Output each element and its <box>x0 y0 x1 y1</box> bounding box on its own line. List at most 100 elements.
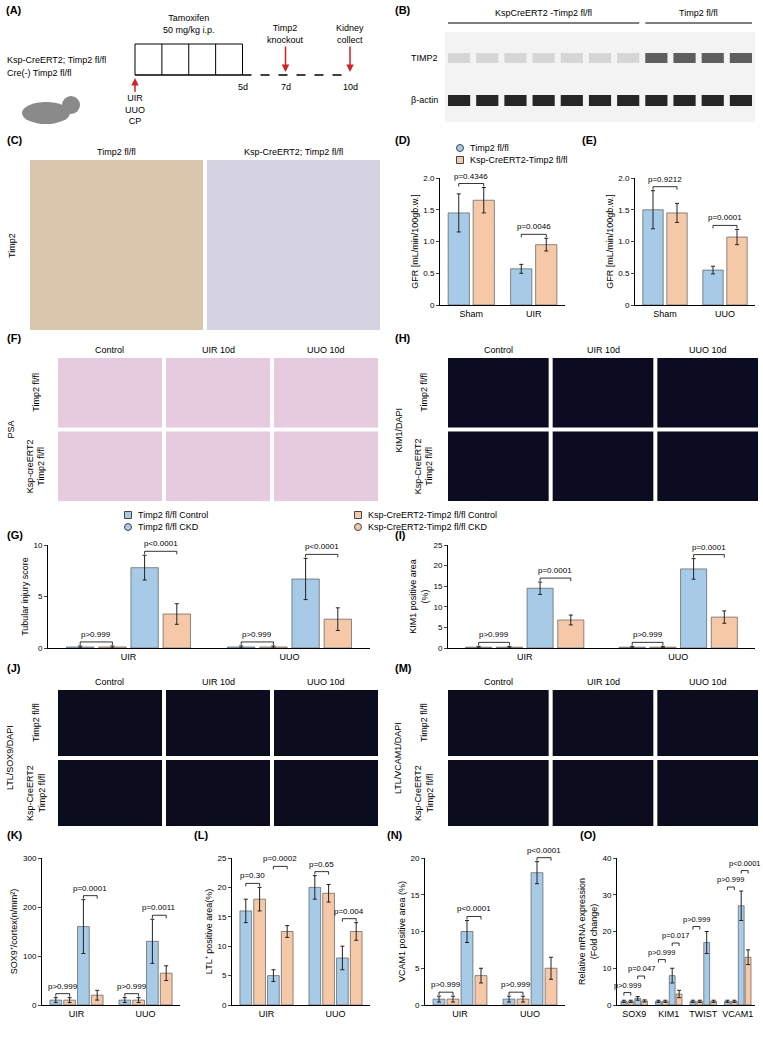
svg-text:40: 40 <box>602 854 611 863</box>
svg-text:5d: 5d <box>238 82 248 92</box>
svg-text:(C): (C) <box>7 134 23 146</box>
svg-text:1.0: 1.0 <box>423 237 435 246</box>
svg-text:UIR 10d: UIR 10d <box>202 345 235 355</box>
svg-text:UUO: UUO <box>136 1009 156 1019</box>
svg-text:10d: 10d <box>343 82 358 92</box>
svg-text:Timp2: Timp2 <box>7 233 17 258</box>
svg-text:p=0.65: p=0.65 <box>309 860 334 869</box>
svg-text:Control: Control <box>95 345 124 355</box>
svg-text:p=0.30: p=0.30 <box>240 871 265 880</box>
svg-text:0: 0 <box>625 301 630 310</box>
svg-text:Ksp-CreERT2; Timp2 fl/fl: Ksp-CreERT2; Timp2 fl/fl <box>7 55 106 65</box>
svg-text:1.5: 1.5 <box>423 206 435 215</box>
svg-text:1.0: 1.0 <box>618 237 630 246</box>
svg-text:Sham: Sham <box>459 309 483 319</box>
svg-text:p>0.999: p>0.999 <box>431 980 461 989</box>
svg-text:UIRUUOCP: UIRUUOCP <box>125 93 145 126</box>
svg-text:p=0.9212: p=0.9212 <box>648 175 682 184</box>
svg-text:Control: Control <box>484 677 513 687</box>
svg-text:0: 0 <box>415 1001 420 1010</box>
svg-text:Timp2 fl/fl: Timp2 fl/fl <box>31 373 41 412</box>
svg-text:p>0.999: p>0.999 <box>614 981 641 990</box>
svg-text:UUO: UUO <box>715 309 735 319</box>
svg-text:p>0.999: p>0.999 <box>717 875 744 884</box>
svg-text:p=0.047: p=0.047 <box>628 964 655 973</box>
svg-text:p>0.999: p>0.999 <box>479 630 509 639</box>
svg-text:100: 100 <box>23 952 37 961</box>
svg-text:(O): (O) <box>580 829 596 841</box>
svg-text:Timp2knockout: Timp2knockout <box>267 23 304 45</box>
svg-text:(E): (E) <box>582 134 597 146</box>
svg-text:UIR 10d: UIR 10d <box>587 677 620 687</box>
svg-text:p>0.999: p>0.999 <box>648 948 675 957</box>
svg-text:p=0.0001: p=0.0001 <box>538 566 572 575</box>
svg-text:2.0: 2.0 <box>423 174 435 183</box>
svg-text:(L): (L) <box>194 829 208 841</box>
svg-text:KIM1 positive area(%): KIM1 positive area(%) <box>408 559 430 634</box>
svg-text:TIMP2: TIMP2 <box>411 53 438 63</box>
svg-text:Ksp-CreERT2-Timp2 fl/fl Contro: Ksp-CreERT2-Timp2 fl/fl Control <box>368 510 497 520</box>
svg-text:200: 200 <box>23 903 37 912</box>
svg-text:0: 0 <box>38 644 43 653</box>
svg-text:p>0.999: p>0.999 <box>48 982 78 991</box>
svg-text:Timp2 fl/fl: Timp2 fl/fl <box>31 703 41 742</box>
svg-text:p<0.0001: p<0.0001 <box>144 539 178 548</box>
svg-text:10: 10 <box>410 927 419 936</box>
svg-text:p>0.999: p>0.999 <box>242 630 272 639</box>
svg-text:p<0.0001: p<0.0001 <box>729 859 761 868</box>
svg-text:p=0.0001: p=0.0001 <box>73 884 107 893</box>
svg-text:10: 10 <box>33 541 42 550</box>
svg-text:UIR: UIR <box>69 1009 85 1019</box>
svg-text:15: 15 <box>433 582 442 591</box>
svg-text:SOX9⁺/cortex(n/mm²): SOX9⁺/cortex(n/mm²) <box>9 889 19 975</box>
svg-text:10: 10 <box>217 942 226 951</box>
svg-text:20: 20 <box>217 883 226 892</box>
svg-text:Ksp-CreERT2-Timp2 fl/fl CKD: Ksp-CreERT2-Timp2 fl/fl CKD <box>368 522 488 532</box>
svg-text:KspCreERT2 -Timp2 fl/fl: KspCreERT2 -Timp2 fl/fl <box>495 8 592 18</box>
svg-text:Control: Control <box>484 345 513 355</box>
svg-text:UUO: UUO <box>280 652 300 662</box>
svg-text:(D): (D) <box>395 134 411 146</box>
svg-text:Timp2 fl/fl Control: Timp2 fl/fl Control <box>138 510 208 520</box>
svg-text:Ksp-CreERT2-Timp2 fl/fl: Ksp-CreERT2-Timp2 fl/fl <box>470 155 568 165</box>
svg-text:30: 30 <box>602 891 611 900</box>
svg-text:p=0.017: p=0.017 <box>662 931 689 940</box>
svg-text:(G): (G) <box>7 529 23 541</box>
svg-text:0.5: 0.5 <box>423 269 435 278</box>
svg-text:25: 25 <box>217 854 226 863</box>
svg-text:0: 0 <box>32 1001 37 1010</box>
svg-text:20: 20 <box>602 927 611 936</box>
svg-text:UUO: UUO <box>668 652 688 662</box>
svg-text:p<0.0001: p<0.0001 <box>457 904 491 913</box>
svg-text:1.5: 1.5 <box>618 206 630 215</box>
svg-text:15: 15 <box>410 891 419 900</box>
svg-text:(F): (F) <box>7 332 21 344</box>
svg-text:VCAM1 positive area (%): VCAM1 positive area (%) <box>397 881 407 982</box>
svg-text:(A): (A) <box>6 4 22 16</box>
svg-text:Cre(-) Timp2 fl/fl: Cre(-) Timp2 fl/fl <box>7 68 72 78</box>
svg-text:p>0.999: p>0.999 <box>683 915 710 924</box>
svg-text:Timp2 fl/fl CKD: Timp2 fl/fl CKD <box>138 522 199 532</box>
svg-text:LTL⁺ positive area(%): LTL⁺ positive area(%) <box>204 889 214 974</box>
svg-text:SOX9: SOX9 <box>622 1009 646 1019</box>
svg-text:Ksp-CreERT2Timp2 fl/fl: Ksp-CreERT2Timp2 fl/fl <box>25 765 47 821</box>
svg-text:UIR: UIR <box>526 309 542 319</box>
svg-text:KIM1: KIM1 <box>658 1009 679 1019</box>
svg-text:0: 0 <box>222 1001 227 1010</box>
svg-text:p=0.0011: p=0.0011 <box>142 903 176 912</box>
svg-text:LTL/SOX9/DAPI: LTL/SOX9/DAPI <box>5 725 15 790</box>
svg-text:(K): (K) <box>7 829 23 841</box>
svg-text:β-actin: β-actin <box>411 95 438 105</box>
svg-text:TWIST: TWIST <box>689 1009 717 1019</box>
svg-text:0: 0 <box>430 301 435 310</box>
svg-text:Timp2 fl/fl: Timp2 fl/fl <box>419 703 429 742</box>
svg-text:20: 20 <box>433 561 442 570</box>
svg-text:2.0: 2.0 <box>618 174 630 183</box>
svg-text:p>0.999: p>0.999 <box>117 982 147 991</box>
svg-text:p<0.0001: p<0.0001 <box>527 846 561 855</box>
svg-text:Ksp-CreERT2Timp2 fl/fl: Ksp-CreERT2Timp2 fl/fl <box>413 438 435 494</box>
svg-text:5: 5 <box>222 971 227 980</box>
svg-text:p>0.999: p>0.999 <box>501 980 531 989</box>
svg-text:Tamoxifen50 mg/kg i.p.: Tamoxifen50 mg/kg i.p. <box>163 13 215 35</box>
svg-text:UUO: UUO <box>326 1009 346 1019</box>
